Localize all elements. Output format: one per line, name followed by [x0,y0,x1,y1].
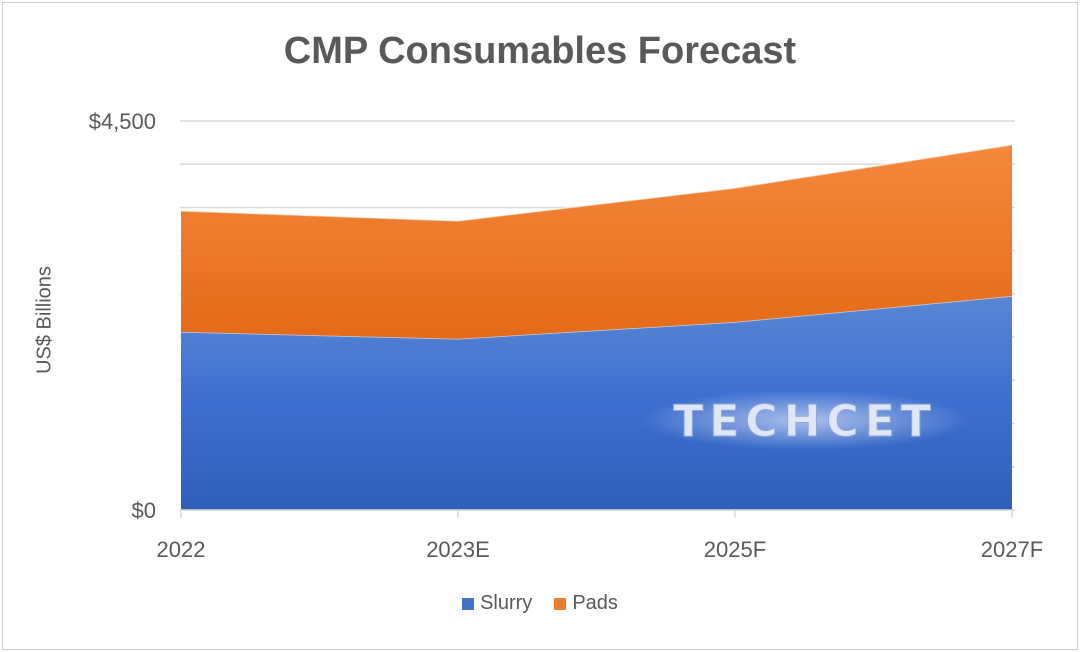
legend-item-slurry: Slurry [462,592,532,615]
legend-label-pads: Pads [572,592,618,614]
legend-label-slurry: Slurry [480,592,533,614]
x-tick-label: 2022 [157,537,206,562]
watermark-text: TECHCET [673,396,937,447]
area-pads [181,144,1012,339]
x-tick-label: 2027F [981,537,1043,562]
x-tick-label: 2025F [704,537,766,562]
y-tick-label: $0 [132,498,156,523]
legend-item-pads: Pads [554,592,618,615]
chart-title: CMP Consumables Forecast [283,30,797,72]
y-tick-label: $4,500 [89,109,156,134]
area-edge-pads [180,144,1013,222]
legend: Slurry Pads [0,592,1080,615]
x-tick-label: 2023E [426,537,490,562]
legend-swatch-slurry [462,597,475,610]
area-slurry [181,296,1012,510]
watermark: TECHCET [640,390,970,450]
legend-swatch-pads [554,597,567,610]
